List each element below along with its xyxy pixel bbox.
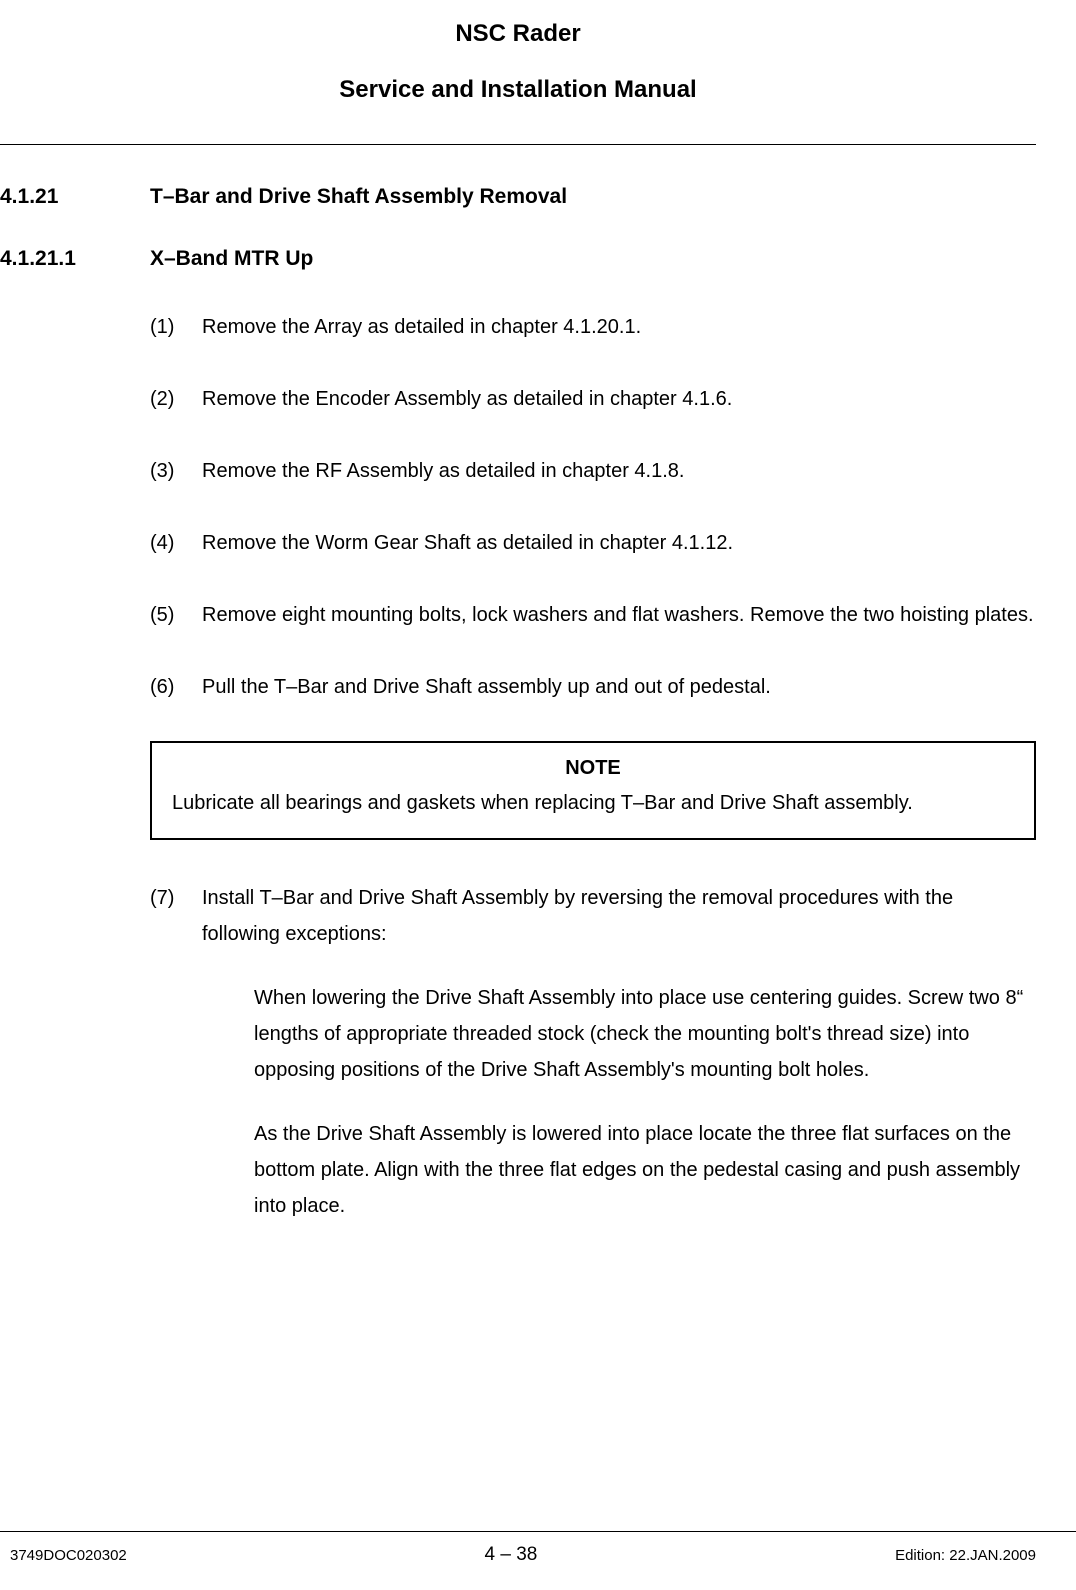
list-item-intro: Install T–Bar and Drive Shaft Assembly b… [202,880,1036,952]
section-heading: T–Bar and Drive Shaft Assembly Removal [150,185,567,209]
list-item: (1) Remove the Array as detailed in chap… [150,309,1036,345]
sub-paragraph: As the Drive Shaft Assembly is lowered i… [254,1116,1036,1224]
note-title: NOTE [172,757,1014,780]
list-item-text: Remove the Worm Gear Shaft as detailed i… [202,525,1036,561]
list-item-text: Remove the RF Assembly as detailed in ch… [202,453,1036,489]
header-subtitle: Service and Installation Manual [0,76,1036,104]
list-item: (7) Install T–Bar and Drive Shaft Assemb… [150,880,1036,1252]
list-item-text: Remove the Array as detailed in chapter … [202,309,1036,345]
list-item: (3) Remove the RF Assembly as detailed i… [150,453,1036,489]
section-row: 4.1.21.1 X–Band MTR Up [0,247,1036,271]
section-heading: X–Band MTR Up [150,247,313,271]
list-item-number: (4) [150,525,202,561]
list-item: (2) Remove the Encoder Assembly as detai… [150,381,1036,417]
page: NSC Rader Service and Installation Manua… [0,0,1076,1590]
list-item: (6) Pull the T–Bar and Drive Shaft assem… [150,669,1036,705]
footer-page-number: 4 – 38 [485,1544,538,1566]
list-item-number: (2) [150,381,202,417]
footer-edition: Edition: 22.JAN.2009 [895,1547,1036,1564]
list-item-number: (1) [150,309,202,345]
list-item: (4) Remove the Worm Gear Shaft as detail… [150,525,1036,561]
footer-doc-id: 3749DOC020302 [10,1547,127,1564]
content-area: 4.1.21 T–Bar and Drive Shaft Assembly Re… [0,145,1036,1252]
ordered-list: (1) Remove the Array as detailed in chap… [0,309,1036,705]
sub-paragraph: When lowering the Drive Shaft Assembly i… [254,980,1036,1088]
list-item-text: Pull the T–Bar and Drive Shaft assembly … [202,669,1036,705]
footer-row: 3749DOC020302 4 – 38 Edition: 22.JAN.200… [0,1544,1076,1566]
note-box: NOTE Lubricate all bearings and gaskets … [150,741,1036,840]
list-item-number: (7) [150,880,202,1252]
ordered-list-continued: (7) Install T–Bar and Drive Shaft Assemb… [0,880,1036,1252]
list-item: (5) Remove eight mounting bolts, lock wa… [150,597,1036,633]
list-item-text: Remove the Encoder Assembly as detailed … [202,381,1036,417]
section-number: 4.1.21 [0,185,150,209]
section-number: 4.1.21.1 [0,247,150,271]
list-item-text: Remove eight mounting bolts, lock washer… [202,597,1036,633]
page-header: NSC Rader Service and Installation Manua… [0,20,1036,134]
note-text: Lubricate all bearings and gaskets when … [172,786,1014,820]
footer-rule [0,1531,1076,1532]
list-item-number: (6) [150,669,202,705]
header-title: NSC Rader [0,20,1036,48]
section-row: 4.1.21 T–Bar and Drive Shaft Assembly Re… [0,185,1036,209]
sub-paragraph-area: When lowering the Drive Shaft Assembly i… [202,980,1036,1224]
list-item-number: (5) [150,597,202,633]
page-footer: 3749DOC020302 4 – 38 Edition: 22.JAN.200… [0,1531,1076,1566]
list-item-number: (3) [150,453,202,489]
list-item-text: Install T–Bar and Drive Shaft Assembly b… [202,880,1036,1252]
